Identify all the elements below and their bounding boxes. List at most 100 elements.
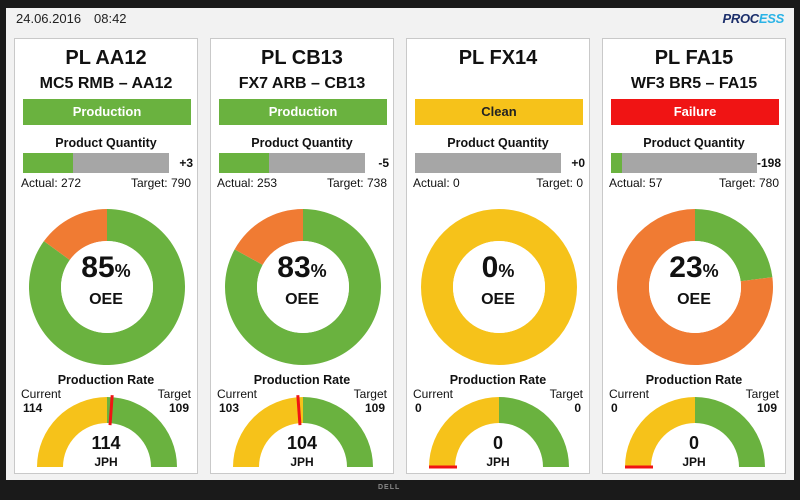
product-quantity-diff: +3 <box>179 156 193 170</box>
line-panel-fa15[interactable]: PL FA15 WF3 BR5 – FA15 Failure Product Q… <box>602 38 786 474</box>
header: 24.06.2016 08:42 PROCESS <box>6 8 794 32</box>
gauge-above-target-zone <box>303 397 373 467</box>
logo-main: PROC <box>722 11 760 26</box>
process-logo: PROCESS <box>722 11 785 26</box>
product-quantity-diff: +0 <box>571 156 585 170</box>
current-label: Current <box>609 387 650 401</box>
oee-percent-sign: % <box>498 261 515 281</box>
gauge-needle <box>296 395 302 426</box>
panel-subtitle: WF3 BR5 – FA15 <box>630 75 758 92</box>
product-quantity-actual: Actual: 253 <box>217 176 278 190</box>
oee-loss-segment <box>234 209 303 265</box>
oee-value: 23% <box>603 251 785 285</box>
status-badge: Production <box>219 99 387 125</box>
oee-label: OEE <box>677 291 711 308</box>
status-badge: Clean <box>415 99 583 125</box>
jph-value: 104 <box>286 433 318 453</box>
product-quantity-fill <box>23 153 74 173</box>
jph-label: JPH <box>486 455 510 469</box>
gauge-below-target-zone <box>37 397 107 467</box>
line-panel-fx14[interactable]: PL FX14 Clean Product Quantity +0 Actual… <box>406 38 590 474</box>
current-value: 103 <box>219 401 240 415</box>
product-quantity-diff: -198 <box>756 156 781 170</box>
oee-number: 0 <box>481 251 499 284</box>
oee-donut-chart <box>617 209 773 365</box>
current-value: 114 <box>23 401 43 415</box>
oee-donut-hole <box>649 241 741 333</box>
oee-good-segment <box>28 209 185 365</box>
oee-number: 83 <box>277 251 311 284</box>
gauge-above-target-zone <box>499 397 569 467</box>
line-panel-cb13[interactable]: PL CB13 FX7 ARB – CB13 Production Produc… <box>210 38 394 474</box>
oee-good-segment <box>224 209 381 365</box>
oee-donut-chart <box>28 209 185 365</box>
production-rate-label: Production Rate <box>253 373 351 387</box>
product-quantity-actual: Actual: 272 <box>21 176 82 190</box>
dashboard-screen: 24.06.2016 08:42 PROCESS PL AA12 MC5 RMB… <box>6 8 794 480</box>
target-value: 109 <box>364 401 385 415</box>
panel-title: PL AA12 <box>65 47 147 69</box>
gauge-base-mask <box>233 467 373 469</box>
oee-loss-segment <box>43 209 107 260</box>
product-quantity-fill <box>219 153 270 173</box>
product-quantity-bar <box>611 153 757 173</box>
jph-value: 0 <box>688 433 699 453</box>
status-badge: Failure <box>611 99 779 125</box>
gauge-below-target-zone <box>429 397 499 467</box>
target-label: Target <box>745 387 779 401</box>
product-quantity-label: Product Quantity <box>643 136 745 150</box>
oee-donut-hole <box>257 241 349 333</box>
product-quantity-bar <box>415 153 561 173</box>
product-quantity-diff: -5 <box>378 156 389 170</box>
production-rate-label: Production Rate <box>645 373 743 387</box>
gauge-base-mask <box>37 467 177 469</box>
current-label: Current <box>21 387 62 401</box>
jph-value: 0 <box>492 433 503 453</box>
oee-percent-sign: % <box>702 261 719 281</box>
current-label: Current <box>217 387 258 401</box>
production-rate-gauge <box>37 395 177 469</box>
gauge-base-mask <box>625 467 765 469</box>
product-quantity-label: Product Quantity <box>251 136 353 150</box>
product-quantity-label: Product Quantity <box>55 136 157 150</box>
product-quantity-target: Target: 0 <box>536 176 583 190</box>
target-label: Target <box>353 387 387 401</box>
gauge-above-target-zone <box>695 397 765 467</box>
status-badge: Production <box>23 99 191 125</box>
current-value: 0 <box>415 401 422 415</box>
jph-label: JPH <box>94 455 118 469</box>
oee-label: OEE <box>285 291 319 308</box>
oee-number: 23 <box>669 251 703 284</box>
oee-label: OEE <box>481 291 515 308</box>
header-date: 24.06.2016 <box>16 11 82 26</box>
product-quantity-target: Target: 738 <box>326 176 387 190</box>
jph-label: JPH <box>290 455 314 469</box>
oee-good-segment <box>695 209 773 282</box>
oee-percent-sign: % <box>114 261 131 281</box>
target-value: 0 <box>574 401 581 415</box>
product-quantity-label: Product Quantity <box>447 136 549 150</box>
oee-value: 83% <box>211 251 393 285</box>
oee-empty-ring <box>421 209 577 365</box>
product-quantity-bar <box>23 153 169 173</box>
panel-subtitle: MC5 RMB – AA12 <box>39 75 173 92</box>
line-panel-aa12[interactable]: PL AA12 MC5 RMB – AA12 Production Produc… <box>14 38 198 474</box>
product-quantity-target: Target: 780 <box>718 176 779 190</box>
header-time: 08:42 <box>94 11 127 26</box>
oee-loss-segment <box>617 209 773 365</box>
gauge-below-target-zone <box>625 397 695 467</box>
gauge-needle <box>108 395 114 426</box>
oee-value: 85% <box>15 251 197 285</box>
jph-value: 114 <box>91 433 121 453</box>
oee-percent-sign: % <box>310 261 327 281</box>
target-value: 109 <box>168 401 189 415</box>
gauge-above-target-zone <box>107 397 177 467</box>
production-rate-gauge <box>429 397 569 469</box>
logo-accent: ESS <box>758 11 784 26</box>
production-rate-label: Production Rate <box>449 373 547 387</box>
production-rate-gauge <box>625 397 765 469</box>
production-rate-gauge <box>233 395 373 469</box>
product-quantity-target: Target: 790 <box>130 176 191 190</box>
monitor-brand-logo: DELL <box>378 484 401 491</box>
